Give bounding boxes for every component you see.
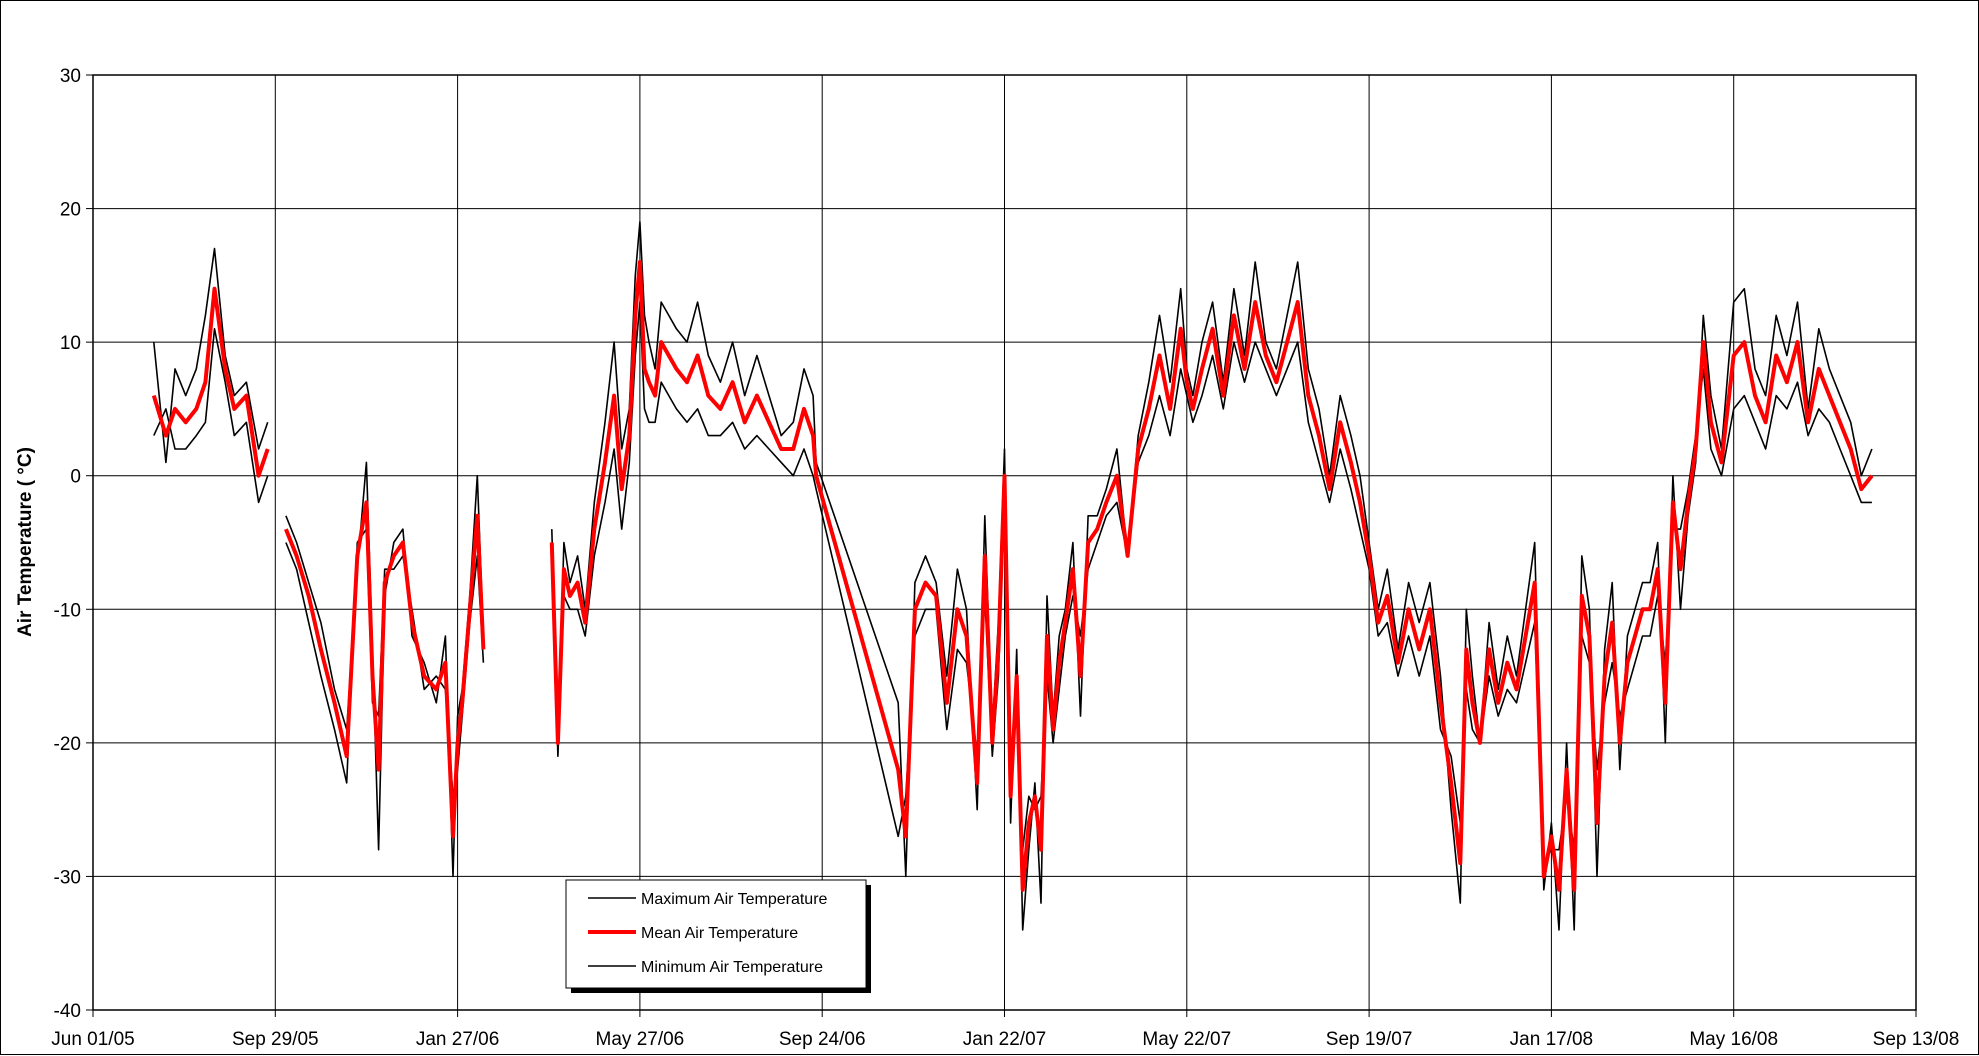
- y-tick-label: 30: [60, 66, 81, 87]
- y-tick-label: -30: [54, 867, 81, 888]
- y-tick-label: -40: [54, 1001, 81, 1022]
- x-tick-label: May 16/08: [1689, 1029, 1778, 1050]
- legend: Maximum Air Temperature Mean Air Tempera…: [565, 879, 871, 993]
- x-tick-label: Sep 19/07: [1326, 1029, 1413, 1050]
- x-tick-label: Sep 29/05: [232, 1029, 319, 1050]
- y-tick-label: 0: [70, 467, 81, 488]
- x-tick-label: Sep 24/06: [779, 1029, 866, 1050]
- series-line-mean: [151, 260, 1874, 892]
- y-tick-label: -10: [54, 600, 81, 621]
- x-tick-label: Jan 17/08: [1510, 1029, 1593, 1050]
- y-tick-label: -20: [54, 734, 81, 755]
- y-axis-title: Air Temperature ( °C): [15, 447, 36, 637]
- y-tick-label: 20: [60, 200, 81, 221]
- x-axis-ticks: Jun 01/05 Sep 29/05 Jan 27/06 May 27/06 Sep …: [51, 1010, 1959, 1050]
- x-tick-label: May 22/07: [1142, 1029, 1231, 1050]
- x-tick-label: Jan 27/06: [416, 1029, 499, 1050]
- y-tick-label: 10: [60, 333, 81, 354]
- legend-label-min: Minimum Air Temperature: [641, 959, 823, 976]
- x-tick-label: Jun 01/05: [51, 1029, 134, 1050]
- gridlines: [92, 74, 1917, 1011]
- series-lines: [151, 221, 1874, 931]
- legend-label-max: Maximum Air Temperature: [641, 891, 828, 908]
- y-axis-ticks: 30 20 10 0 -10 -20 -30 -40: [54, 66, 93, 1022]
- x-tick-label: Jan 22/07: [963, 1029, 1046, 1050]
- x-tick-label: Sep 13/08: [1873, 1029, 1960, 1050]
- series-line-max: [153, 221, 1873, 931]
- legend-label-mean: Mean Air Temperature: [641, 925, 798, 942]
- x-tick-label: May 27/06: [596, 1029, 685, 1050]
